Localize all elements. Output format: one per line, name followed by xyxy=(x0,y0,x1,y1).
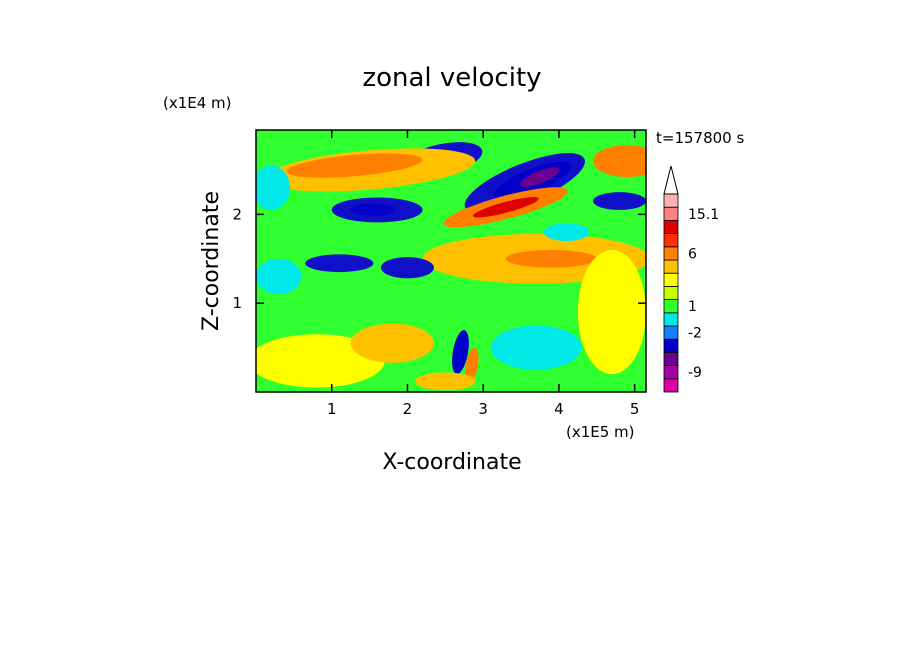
x-tick-label: 5 xyxy=(630,400,640,418)
contour-region xyxy=(452,330,469,374)
contour-region xyxy=(286,153,423,178)
colorbar-swatch xyxy=(663,259,679,274)
colorbar-label: 6 xyxy=(688,246,697,262)
time-label: t=157800 s xyxy=(656,129,744,147)
plot-area xyxy=(256,130,646,392)
colorbar-swatch xyxy=(663,338,679,353)
colorbar-extend-arrow xyxy=(663,165,679,195)
y-tick-label: 1 xyxy=(232,294,242,312)
chart-title: zonal velocity xyxy=(362,63,541,93)
y-tick-label: 2 xyxy=(232,205,242,223)
contour-region xyxy=(350,323,434,363)
contour-region xyxy=(472,197,539,218)
contour-region xyxy=(305,254,374,273)
colorbar-swatch xyxy=(663,378,679,393)
x-axis-ticks: 1 2 3 4 5 xyxy=(327,130,639,418)
colorbar-label: -2 xyxy=(688,326,702,342)
colorbar-swatch xyxy=(663,246,679,261)
colorbar-swatch xyxy=(663,325,679,340)
colorbar-swatch xyxy=(663,312,679,327)
x-unit-label: (x1E5 m) xyxy=(566,423,635,441)
contour-region xyxy=(490,325,582,370)
contour-region xyxy=(380,257,434,279)
contour-region xyxy=(415,372,476,391)
colorbar-swatch xyxy=(663,351,679,366)
contour-region xyxy=(350,203,397,217)
plot-frame xyxy=(255,129,647,393)
y-unit-label: (x1E4 m) xyxy=(163,94,232,112)
x-tick-label: 4 xyxy=(554,400,564,418)
contour-region xyxy=(505,249,597,268)
colorbar-swatch xyxy=(663,299,679,314)
colorbar-swatch xyxy=(663,272,679,287)
contour-region xyxy=(593,145,646,178)
contour-region xyxy=(577,249,646,375)
colorbar-swatch xyxy=(663,285,679,300)
x-tick-label: 3 xyxy=(478,400,488,418)
contour-region xyxy=(465,347,479,383)
colorbar: -9 -2 1 6 15.1 xyxy=(663,165,719,393)
x-tick-label: 1 xyxy=(327,400,337,418)
colorbar-swatch xyxy=(663,233,679,248)
x-axis-label: X-coordinate xyxy=(382,450,521,475)
colorbar-label: 15.1 xyxy=(688,207,719,223)
colorbar-swatch xyxy=(663,365,679,380)
x-tick-label: 2 xyxy=(403,400,413,418)
contour-region xyxy=(592,192,646,210)
contour-region xyxy=(520,167,560,187)
y-axis-ticks: 12 xyxy=(232,205,646,312)
colorbar-swatch xyxy=(663,193,679,208)
colorbar-label: 1 xyxy=(688,299,697,315)
colorbar-swatch xyxy=(663,206,679,221)
y-axis-label: Z-coordinate xyxy=(199,191,224,331)
contour-region xyxy=(543,223,590,242)
contour-region xyxy=(256,165,291,210)
colorbar-label: -9 xyxy=(688,365,702,381)
contour-region xyxy=(256,258,302,295)
colorbar-swatch xyxy=(663,219,679,234)
